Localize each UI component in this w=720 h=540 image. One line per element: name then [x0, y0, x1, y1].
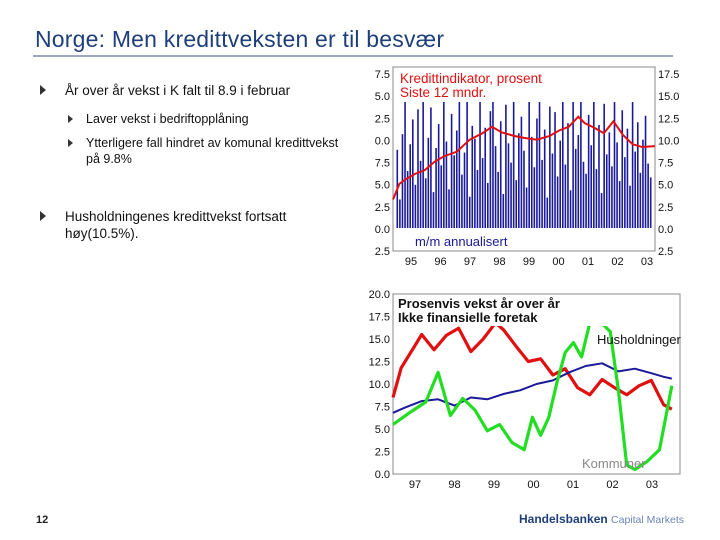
growth-svg: 20.0 17.5 15.0 12.5 10.0 7.5 5.0 2.5 0.0 97 98 99 0… — [369, 289, 682, 491]
left-tick-label: 5.0 — [375, 180, 390, 192]
series-line-12m — [392, 115, 656, 200]
left-tick-label: 2.5 — [375, 447, 390, 459]
credit-indicator-svg: 7.5 5.0 2.5 0.0 7.5 5.0 2.5 0.0 2.5 17.5 15.0 12.5… — [375, 66, 679, 268]
x-tick-label: 99 — [488, 479, 500, 491]
bullet-arrow-icon — [40, 85, 46, 95]
x-tick-label: 99 — [523, 256, 535, 268]
left-tick-label: 7.5 — [375, 69, 390, 81]
x-tick-label: 96 — [434, 256, 446, 268]
series-line-husholdninger — [391, 321, 673, 411]
left-tick-label: 12.5 — [369, 357, 390, 369]
bullet-1: År over år vekst i K falt til 8.9 i febr… — [40, 82, 340, 99]
bullet-1-text: År over år vekst i K falt til 8.9 i febr… — [65, 83, 291, 98]
x-tick-label: 01 — [582, 256, 594, 268]
left-tick-label: 10.0 — [369, 379, 390, 391]
right-tick-label: 2.5 — [658, 246, 673, 258]
credit-indicator-chart: 7.5 5.0 2.5 0.0 7.5 5.0 2.5 0.0 2.5 17.5 15.0 12.5… — [360, 62, 695, 272]
right-tick-label: 0.0 — [658, 224, 673, 236]
left-tick-label: 7.5 — [375, 158, 390, 170]
left-tick-label: 15.0 — [369, 334, 390, 346]
slide-title: Norge: Men kredittveksten er til besvær — [35, 26, 445, 52]
x-tick-label: 02 — [611, 256, 623, 268]
label-husholdninger: Husholdninger — [597, 332, 682, 347]
series-line-kommuner — [392, 317, 674, 472]
left-tick-label: 5.0 — [375, 91, 390, 103]
left-tick-label: 2.5 — [375, 113, 390, 125]
left-tick-label: 17.5 — [369, 312, 390, 324]
left-tick-label: 0.0 — [375, 135, 390, 147]
left-tick-label: 0.0 — [375, 224, 390, 236]
x-tick-label: 00 — [552, 256, 564, 268]
chart-subtitle: Siste 12 mndr. — [400, 85, 486, 100]
chart-title-box — [395, 296, 679, 326]
footer-suffix: Capital Markets — [611, 514, 684, 526]
x-tick-label: 95 — [405, 256, 417, 268]
right-tick-label: 10.0 — [658, 135, 679, 147]
x-tick-label: 98 — [448, 479, 460, 491]
bar-series-label: m/m annualisert — [415, 234, 508, 249]
bar-label-box — [412, 234, 532, 248]
right-tick-label: 2.5 — [658, 202, 673, 214]
right-tick-label: 17.5 — [658, 69, 679, 81]
right-tick-label: 5.0 — [658, 180, 673, 192]
chart-title: Kredittindikator, prosent — [400, 71, 542, 86]
title-divider — [33, 55, 673, 57]
left-tick-label: 7.5 — [375, 402, 390, 414]
bullet-2-text: Husholdningenes kredittvekst fortsatt hø… — [65, 209, 287, 241]
right-tick-label: 7.5 — [658, 158, 673, 170]
series-line-ikke-finansielle-foretak — [392, 362, 673, 414]
chart-title-box — [396, 70, 652, 102]
left-tick-label: 2.5 — [375, 202, 390, 214]
x-tick-label: 00 — [527, 479, 539, 491]
right-tick-label: 12.5 — [658, 113, 679, 125]
right-tick-label: 15.0 — [658, 91, 679, 103]
bullet-arrow-icon — [68, 115, 73, 123]
footer-brand: Handelsbanken — [519, 512, 608, 526]
x-tick-label: 03 — [641, 256, 653, 268]
left-tick-label: 20.0 — [369, 289, 390, 301]
title-bar: Norge: Men kredittveksten er til besvær — [0, 0, 720, 57]
x-tick-label: 01 — [567, 479, 579, 491]
chart-subtitle: Ikke finansielle foretak — [398, 310, 538, 325]
x-tick-label: 97 — [464, 256, 476, 268]
x-tick-label: 97 — [409, 479, 421, 491]
left-tick-label: 5.0 — [375, 424, 390, 436]
growth-chart: 20.0 17.5 15.0 12.5 10.0 7.5 5.0 2.5 0.0 97 98 99 0… — [360, 288, 682, 498]
page-number: 12 — [36, 514, 49, 526]
bullet-arrow-icon — [40, 211, 46, 221]
x-tick-label: 03 — [646, 479, 658, 491]
sub-bullet-2: Ytterligere fall hindret av komunal kred… — [68, 135, 340, 167]
x-tick-label: 98 — [493, 256, 505, 268]
sub-bullet-1: Laver vekst i bedriftopplåning — [68, 111, 340, 127]
x-tick-label: 02 — [606, 479, 618, 491]
sub-bullet-1-text: Laver vekst i bedriftopplåning — [86, 112, 249, 126]
bullet-arrow-icon — [68, 139, 73, 147]
bullet-2: Husholdningenes kredittvekst fortsatt hø… — [40, 208, 340, 242]
sub-bullet-2-text: Ytterligere fall hindret av komunal kred… — [86, 136, 339, 166]
label-kommuner: Kommuner — [582, 456, 646, 471]
left-tick-label: 0.0 — [375, 469, 390, 481]
left-tick-label: 2.5 — [375, 246, 390, 258]
footer-logo: Handelsbanken Capital Markets — [519, 512, 684, 526]
chart-title: Prosenvis vekst år over år — [398, 296, 560, 311]
